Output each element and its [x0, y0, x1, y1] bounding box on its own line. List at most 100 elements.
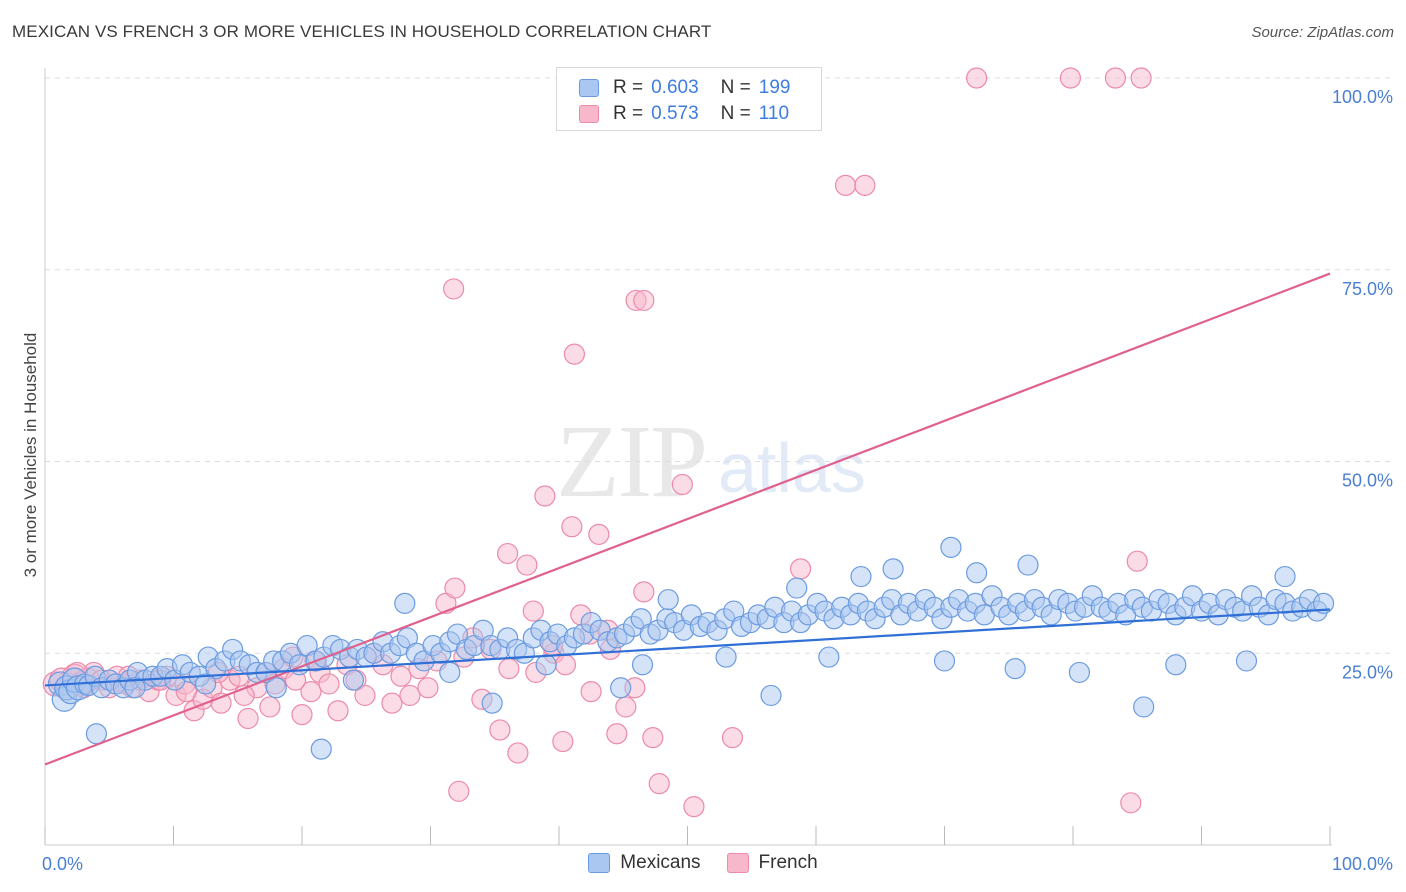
french-point	[552, 730, 574, 753]
french-point	[966, 67, 988, 89]
source-label: Source: ZipAtlas.com	[1251, 24, 1394, 41]
french-point	[721, 727, 744, 749]
french-point	[399, 684, 421, 707]
french-point	[1120, 792, 1142, 814]
series-legend: Mexicans French	[0, 852, 1406, 874]
french-point	[534, 485, 556, 507]
french-point	[561, 516, 583, 538]
french-point	[291, 704, 313, 726]
mexican-point	[1068, 661, 1091, 684]
french-point	[507, 742, 529, 764]
r-label: R =	[613, 103, 644, 124]
x-tick-min: 0.0%	[42, 854, 83, 874]
mexicans-legend-label: Mexicans	[620, 852, 701, 873]
watermark-atlas: atlas	[718, 429, 866, 507]
french-point	[554, 654, 577, 676]
french-point	[497, 542, 519, 565]
y-tick-label: 75.0%	[1342, 279, 1393, 299]
mexican-point	[610, 677, 632, 699]
french-points	[42, 67, 1152, 818]
mexican-point	[310, 738, 332, 760]
french-point	[489, 719, 511, 741]
mexican-point	[882, 558, 904, 580]
french-point	[606, 723, 628, 745]
french-point	[648, 773, 670, 795]
french-point	[417, 677, 439, 699]
french-n-value: 110	[758, 103, 790, 124]
french-point	[633, 581, 655, 603]
french-point	[563, 343, 586, 365]
french-point	[1059, 67, 1082, 89]
french-point	[683, 796, 705, 818]
chart-title: MEXICAN VS FRENCH 3 OR MORE VEHICLES IN …	[12, 22, 712, 41]
french-point	[300, 680, 322, 703]
mexican-point	[1312, 592, 1335, 614]
french-point	[327, 700, 349, 722]
french-point	[642, 727, 664, 749]
y-tick-labels: 25.0% 50.0% 75.0% 100.0%	[1332, 87, 1393, 682]
mexican-point	[535, 654, 557, 676]
y-tick-label: 50.0%	[1342, 471, 1393, 491]
mexican-point	[1004, 657, 1026, 680]
french-point	[381, 692, 403, 714]
mexican-point	[933, 650, 956, 672]
mexican-point	[1165, 654, 1187, 676]
mexican-point	[715, 646, 737, 668]
french-point	[498, 657, 520, 680]
legend-stats: R = 0.603 N = 199 R = 0.573 N = 110	[556, 67, 822, 131]
french-swatch	[579, 105, 599, 123]
y-tick-label: 25.0%	[1342, 662, 1393, 682]
french-point	[615, 696, 637, 718]
watermark-zip: ZIP	[556, 404, 708, 519]
french-point	[789, 558, 812, 580]
trend-lines	[44, 272, 1331, 766]
y-axis-label: 3 or more Vehicles in Household	[21, 333, 40, 578]
x-axis	[44, 68, 1332, 846]
mexican-point	[1235, 650, 1258, 672]
mexican-point	[850, 565, 872, 588]
mexican-point	[1274, 565, 1296, 588]
mexican-point	[966, 562, 988, 584]
legend-item-mexicans[interactable]: Mexicans	[588, 852, 701, 874]
mexican-point	[940, 536, 962, 559]
legend-row-french: R = 0.573 N = 110	[579, 101, 789, 127]
mexican-point	[657, 588, 679, 611]
french-point	[834, 174, 857, 196]
mexicans-swatch	[579, 79, 599, 97]
french-legend-label: French	[758, 852, 818, 873]
mexican-point	[481, 692, 503, 714]
french-point	[1126, 550, 1148, 572]
mexicans-r-value: 0.603	[651, 77, 699, 98]
french-point	[633, 289, 655, 312]
mexican-point	[85, 723, 108, 745]
french-r-value: 0.573	[651, 103, 699, 124]
mexican-point	[342, 669, 364, 691]
french-point	[580, 680, 602, 703]
french-point	[443, 278, 465, 300]
mexican-point	[394, 592, 416, 614]
y-tick-label: 100.0%	[1332, 87, 1393, 107]
grid-lines	[45, 77, 1392, 654]
french-legend-swatch	[726, 853, 749, 873]
french-point	[516, 554, 538, 576]
french-point	[444, 577, 466, 599]
french-point	[1130, 67, 1152, 89]
french-point	[318, 673, 340, 695]
legend-row-mexicans: R = 0.603 N = 199	[579, 75, 790, 101]
mexican-point	[1017, 554, 1039, 576]
mexican-point	[786, 577, 808, 599]
french-point	[854, 174, 876, 196]
legend-item-french[interactable]: French	[726, 852, 818, 874]
french-point	[259, 696, 281, 718]
mexicans-n-value: 199	[758, 77, 791, 98]
n-label: N =	[720, 103, 751, 124]
mexican-point	[631, 654, 654, 676]
x-tick-max: 100.0%	[1332, 854, 1393, 874]
mexican-point	[1133, 696, 1155, 718]
n-label: N =	[720, 77, 751, 98]
french-point	[390, 665, 412, 687]
mexicans-legend-swatch	[588, 853, 611, 873]
mexican-trend-line	[44, 608, 1331, 687]
mexican-point	[818, 646, 840, 668]
